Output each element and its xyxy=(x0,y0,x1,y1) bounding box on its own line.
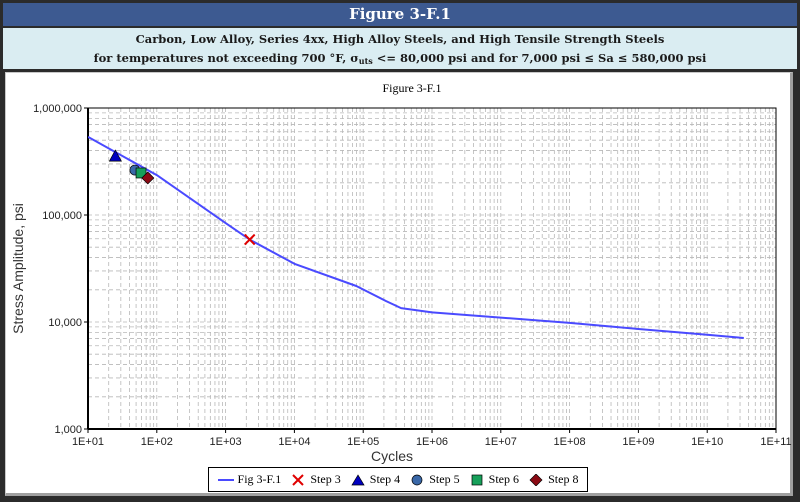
x-tick-label: 1E+08 xyxy=(554,436,586,448)
legend-item-step6: Step 6 xyxy=(469,472,519,487)
x-tick-label: 1E+07 xyxy=(485,436,517,448)
x-tick-label: 1E+05 xyxy=(347,436,379,448)
y-axis-title: Stress Amplitude, psi xyxy=(10,203,26,334)
circle-marker-icon xyxy=(409,474,425,486)
plot-area xyxy=(88,108,776,429)
diamond-marker-icon xyxy=(528,473,544,486)
legend-label: Step 5 xyxy=(429,472,460,486)
y-tick-label: 1,000,000 xyxy=(33,103,82,115)
subtitle-subscript: uts xyxy=(358,56,373,66)
legend-item-fig: Fig 3-F.1 xyxy=(217,472,282,487)
x-tick-label: 1E+11 xyxy=(760,436,791,448)
x-tick-label: 1E+03 xyxy=(210,436,242,448)
legend-item-step3: Step 3 xyxy=(290,472,341,487)
chart-legend: Fig 3-F.1 Step 3 Step 4 Step 5 Step 6 St… xyxy=(208,467,588,492)
step8-marker xyxy=(141,171,155,185)
legend-label: Step 3 xyxy=(310,472,341,486)
subtitle-text-a: for temperatures not exceeding 700 °F, σ xyxy=(93,51,359,65)
subtitle-line-1: Carbon, Low Alloy, Series 4xx, High Allo… xyxy=(135,32,665,46)
x-tick-label: 1E+01 xyxy=(72,436,104,448)
x-tick-label: 1E+02 xyxy=(141,436,173,448)
subtitle-line-2: for temperatures not exceeding 700 °F, σ… xyxy=(3,49,797,71)
legend-item-step4: Step 4 xyxy=(350,472,400,487)
x-tick-label: 1E+10 xyxy=(691,436,723,448)
chart-title: Figure 3-F.1 xyxy=(382,81,441,95)
legend-label: Step 4 xyxy=(369,472,401,486)
legend-label: Fig 3-F.1 xyxy=(237,472,282,486)
subtitle-text-b: <= 80,000 psi and for 7,000 psi ≤ Sa ≤ 5… xyxy=(372,51,707,65)
step3-marker xyxy=(243,233,256,246)
y-tick-label: 1,000 xyxy=(54,424,82,436)
x-tick-label: 1E+09 xyxy=(622,436,654,448)
y-tick-label: 100,000 xyxy=(42,210,82,222)
figure-subtitle: Carbon, Low Alloy, Series 4xx, High Allo… xyxy=(3,28,797,69)
legend-label: Step 8 xyxy=(548,472,579,486)
legend-item-step5: Step 5 xyxy=(409,472,460,487)
chart-svg: 1E+01 1E+02 1E+03 1E+04 1E+05 1E+06 1E+07 1E+08… xyxy=(10,81,792,464)
x-tick-label: 1E+06 xyxy=(416,436,448,448)
y-tick-label: 10,000 xyxy=(48,317,82,329)
line-icon xyxy=(217,474,234,486)
triangle-marker-icon xyxy=(350,473,366,486)
figure-frame: Figure 3-F.1 Carbon, Low Alloy, Series 4… xyxy=(3,3,797,499)
x-tick-label: 1E+04 xyxy=(278,436,310,448)
step4-marker xyxy=(108,149,122,162)
fatigue-curve xyxy=(88,136,744,339)
legend-item-step8: Step 8 xyxy=(528,472,578,487)
chart-panel: 1E+01 1E+02 1E+03 1E+04 1E+05 1E+06 1E+07 1E+08… xyxy=(5,72,793,496)
x-marker-icon xyxy=(290,473,306,486)
legend-label: Step 6 xyxy=(488,472,520,486)
square-marker-icon xyxy=(469,474,485,486)
figure-header: Figure 3-F.1 xyxy=(3,3,797,26)
x-axis-title: Cycles xyxy=(371,448,413,464)
step6-marker xyxy=(135,167,147,179)
